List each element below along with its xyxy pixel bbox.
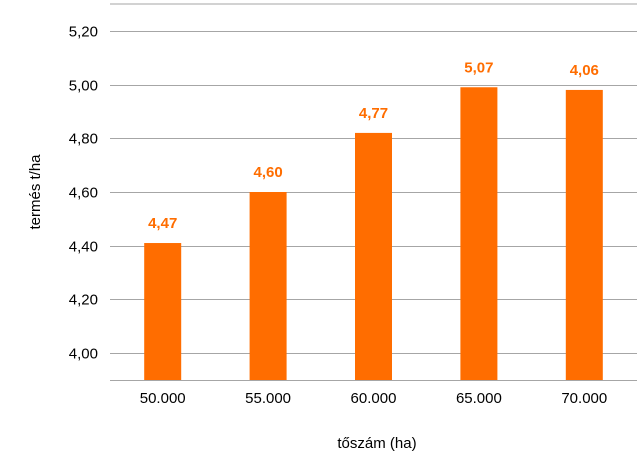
bar (355, 132, 392, 380)
bar (460, 87, 498, 380)
y-tick-label: 5,20 (69, 24, 98, 41)
data-labels: 4,47 4,60 4,77 5,07 4,06 (148, 59, 599, 232)
bar (249, 192, 287, 380)
data-label: 4,77 (359, 105, 388, 122)
y-axis-title: termés t/ha (27, 154, 44, 230)
data-label: 5,07 (464, 59, 493, 76)
x-tick-label: 70.000 (561, 390, 607, 407)
y-tick-label: 4,60 (69, 185, 98, 202)
x-tick-label: 55.000 (245, 390, 291, 407)
x-tick-label: 60.000 (351, 390, 397, 407)
y-tick-label: 4,00 (69, 346, 98, 363)
bars (144, 87, 603, 380)
bar (144, 243, 182, 380)
y-tick-label: 5,00 (69, 78, 98, 95)
y-axis-ticks: 4,00 4,20 4,40 4,60 4,80 5,00 5,20 (69, 24, 98, 363)
x-tick-label: 50.000 (140, 390, 186, 407)
x-axis-ticks: 50.000 55.000 60.000 65.000 70.000 (140, 390, 607, 407)
x-axis-title: tőszám (ha) (337, 435, 416, 452)
data-label: 4,47 (148, 215, 177, 232)
bar (565, 89, 603, 380)
y-tick-label: 4,40 (69, 239, 98, 256)
y-tick-label: 4,20 (69, 292, 98, 309)
x-tick-label: 65.000 (456, 390, 502, 407)
data-label: 4,60 (253, 164, 282, 181)
y-tick-label: 4,80 (69, 131, 98, 148)
data-label: 4,06 (570, 62, 599, 79)
